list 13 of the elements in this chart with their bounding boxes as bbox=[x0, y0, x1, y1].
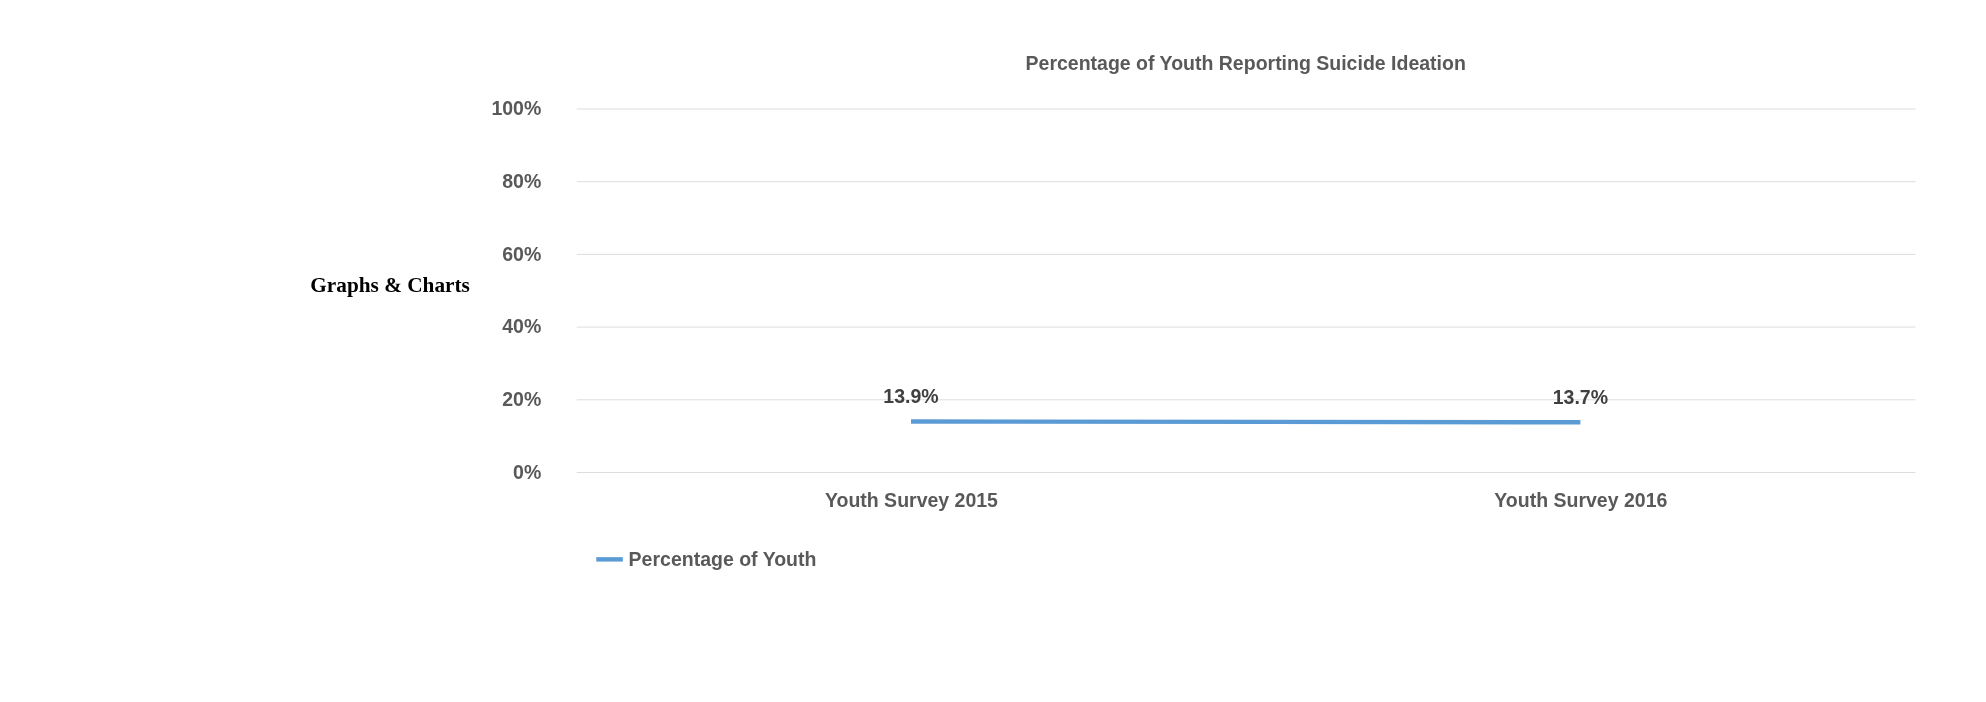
y-tick-label: 60% bbox=[502, 242, 542, 265]
data-label: 13.9% bbox=[883, 384, 939, 407]
x-tick-label: Youth Survey 2016 bbox=[1494, 489, 1668, 512]
y-tick-label: 20% bbox=[502, 387, 542, 410]
data-label: 13.7% bbox=[1552, 385, 1609, 408]
y-tick-label: 40% bbox=[502, 315, 542, 338]
y-tick-label: 100% bbox=[491, 97, 542, 120]
y-tick-label: 0% bbox=[513, 460, 542, 483]
legend-label: Percentage of Youth bbox=[628, 547, 817, 570]
chart-title: Percentage of Youth Reporting Suicide Ideation bbox=[1025, 51, 1466, 74]
x-tick-label: Youth Survey 2015 bbox=[824, 489, 999, 512]
text: Graphs & Charts bbox=[310, 273, 470, 298]
y-tick-label: 80% bbox=[502, 169, 542, 192]
